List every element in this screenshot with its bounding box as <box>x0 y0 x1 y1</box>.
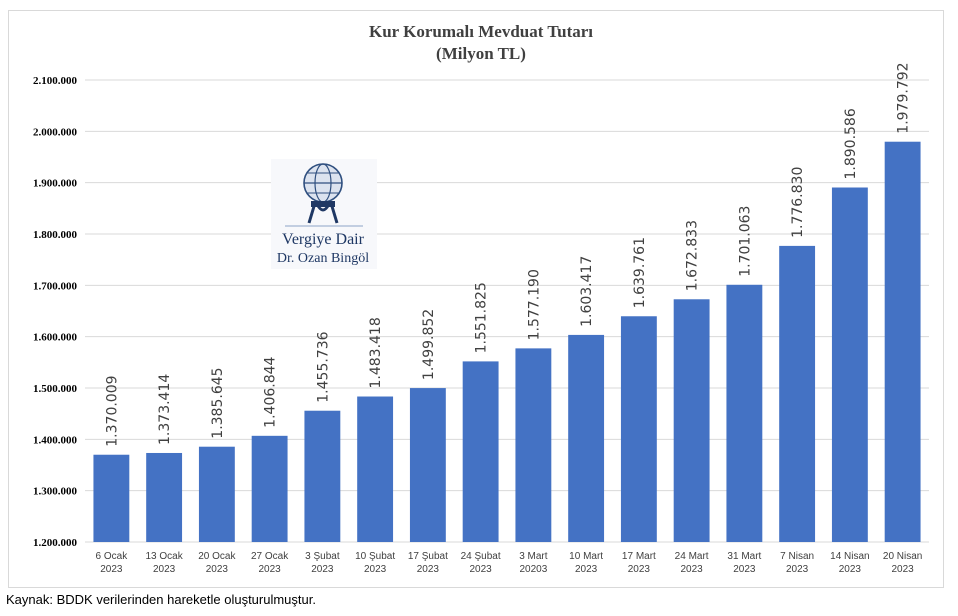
data-label: 1.672.833 <box>685 220 701 291</box>
watermark-line-2: Dr. Ozan Bingöl <box>277 251 369 266</box>
bar <box>251 435 288 542</box>
data-label: 1.385.645 <box>210 367 226 438</box>
data-label: 1.499.852 <box>421 309 437 380</box>
bar <box>515 348 552 542</box>
x-tick-label-year: 2023 <box>100 564 123 575</box>
bar <box>198 446 235 542</box>
x-tick-label-year: 2023 <box>681 564 704 575</box>
x-tick-label: 31 Mart <box>727 551 761 562</box>
y-tick-label: 1.300.000 <box>33 486 78 498</box>
x-tick-label: 3 Şubat <box>305 551 340 562</box>
data-labels: 1.370.009 1.373.414 1.385.645 1.406.844 1.45… <box>104 62 911 446</box>
x-tick-label-year: 2023 <box>786 564 809 575</box>
y-tick-label: 1.900.000 <box>33 178 78 190</box>
x-tick-label: 27 Ocak <box>251 551 289 562</box>
bar <box>146 452 183 542</box>
chart-frame: Kur Korumalı Mevduat Tutarı (Milyon TL) … <box>8 10 944 588</box>
y-tick-label: 1.600.000 <box>33 332 78 344</box>
x-tick-label-year: 2023 <box>206 564 229 575</box>
data-label: 1.701.063 <box>737 206 753 277</box>
data-label: 1.603.417 <box>579 256 595 327</box>
data-label: 1.776.830 <box>790 167 806 238</box>
data-label: 1.483.418 <box>368 317 384 388</box>
x-tick-label-year: 2023 <box>733 564 756 575</box>
atlas-globe-icon <box>285 163 363 227</box>
x-tick-label: 14 Nisan <box>830 551 869 562</box>
x-tick-label: 10 Şubat <box>355 551 395 562</box>
bar <box>409 388 446 542</box>
data-label: 1.551.825 <box>474 282 490 353</box>
x-tick-label: 3 Mart <box>519 551 548 562</box>
y-axis-tick-labels: 1.200.000 1.300.000 1.400.000 1.500.000 1.60… <box>33 75 78 549</box>
y-tick-label: 1.700.000 <box>33 280 78 292</box>
x-tick-label-year: 2023 <box>311 564 334 575</box>
x-tick-label: 20 Ocak <box>198 551 236 562</box>
bar <box>673 299 710 542</box>
bar <box>462 361 499 542</box>
bar-chart: Kur Korumalı Mevduat Tutarı (Milyon TL) … <box>33 22 929 575</box>
x-tick-label: 6 Ocak <box>96 551 129 562</box>
y-tick-label: 2.000.000 <box>33 126 78 138</box>
x-tick-label: 17 Mart <box>622 551 656 562</box>
bar <box>357 396 394 542</box>
x-tick-label: 13 Ocak <box>146 551 184 562</box>
x-tick-label: 20 Nisan <box>883 551 922 562</box>
x-tick-label-year: 20203 <box>519 564 547 575</box>
x-tick-label-year: 2023 <box>417 564 440 575</box>
data-label: 1.455.736 <box>315 331 331 402</box>
chart-subtitle: (Milyon TL) <box>436 44 526 63</box>
data-label: 1.373.414 <box>157 374 173 445</box>
y-tick-label: 2.100.000 <box>33 75 78 87</box>
bar <box>568 334 605 542</box>
y-tick-label: 1.400.000 <box>33 434 78 446</box>
x-tick-label-year: 2023 <box>470 564 493 575</box>
chart-title: Kur Korumalı Mevduat Tutarı <box>369 22 593 41</box>
x-tick-label: 24 Şubat <box>461 551 501 562</box>
x-tick-label: 24 Mart <box>675 551 709 562</box>
x-tick-label: 17 Şubat <box>408 551 448 562</box>
bars <box>93 141 921 543</box>
y-tick-label: 1.200.000 <box>33 537 78 549</box>
watermark: Vergiye Dair Dr. Ozan Bingöl <box>271 159 377 269</box>
data-label: 1.406.844 <box>263 356 279 427</box>
x-tick-label-year: 2023 <box>575 564 598 575</box>
x-tick-label-year: 2023 <box>259 564 282 575</box>
x-tick-label-year: 2023 <box>153 564 176 575</box>
y-tick-label: 1.800.000 <box>33 229 78 241</box>
x-axis-tick-labels: 6 Ocak 2023 13 Ocak 2023 20 Ocak 2023 27 Ocak 2… <box>96 551 923 575</box>
data-label: 1.577.190 <box>526 269 542 340</box>
x-tick-label-year: 2023 <box>839 564 862 575</box>
bar <box>779 245 816 543</box>
x-tick-label: 7 Nisan <box>780 551 814 562</box>
data-label: 1.979.792 <box>896 62 912 133</box>
y-tick-label: 1.500.000 <box>33 383 78 395</box>
bar <box>93 454 130 542</box>
bar <box>726 284 763 542</box>
bar <box>620 316 657 542</box>
bar <box>884 141 921 542</box>
x-tick-label-year: 2023 <box>892 564 915 575</box>
x-tick-label: 10 Mart <box>569 551 603 562</box>
data-label: 1.370.009 <box>104 375 120 446</box>
x-tick-label-year: 2023 <box>628 564 651 575</box>
x-tick-label-year: 2023 <box>364 564 387 575</box>
bar <box>304 410 341 542</box>
source-note: Kaynak: BDDK verilerinden hareketle oluş… <box>6 592 316 607</box>
bar <box>831 187 868 542</box>
watermark-line-1: Vergiye Dair <box>282 231 365 248</box>
data-label: 1.639.761 <box>632 237 648 308</box>
data-label: 1.890.586 <box>843 108 859 179</box>
